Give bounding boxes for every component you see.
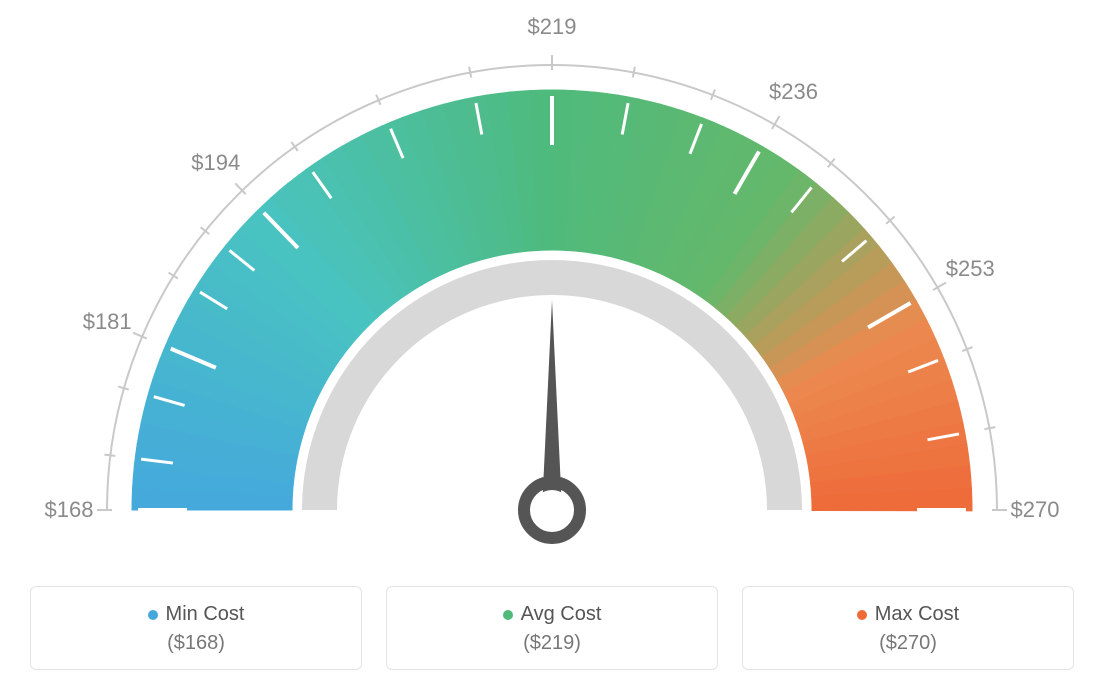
gauge-tick-label: $168 (45, 497, 94, 523)
gauge-tick-label: $236 (769, 79, 818, 105)
gauge-tick-label: $253 (946, 256, 995, 282)
card-avg-cost: Avg Cost ($219) (386, 586, 718, 670)
gauge: $168 $181 $194 $219 $236 $253 $270 (0, 0, 1104, 560)
card-label: Max Cost (875, 603, 959, 626)
gauge-svg (0, 0, 1104, 560)
gauge-tick-label: $194 (191, 150, 240, 176)
card-value: ($168) (31, 632, 361, 655)
card-label: Min Cost (166, 603, 245, 626)
chart-container: $168 $181 $194 $219 $236 $253 $270 Min Cost ($… (0, 0, 1104, 690)
legend-cards: Min Cost ($168) Avg Cost ($219) Max Cost… (30, 586, 1074, 670)
gauge-tick-label: $219 (528, 14, 577, 40)
dot-icon (857, 610, 867, 620)
card-min-cost: Min Cost ($168) (30, 586, 362, 670)
gauge-tick-label: $181 (83, 309, 132, 335)
card-value: ($219) (387, 632, 717, 655)
dot-icon (503, 610, 513, 620)
gauge-tick-label: $270 (1011, 497, 1060, 523)
card-label: Avg Cost (521, 603, 602, 626)
dot-icon (148, 610, 158, 620)
card-max-cost: Max Cost ($270) (742, 586, 1074, 670)
card-value: ($270) (743, 632, 1073, 655)
